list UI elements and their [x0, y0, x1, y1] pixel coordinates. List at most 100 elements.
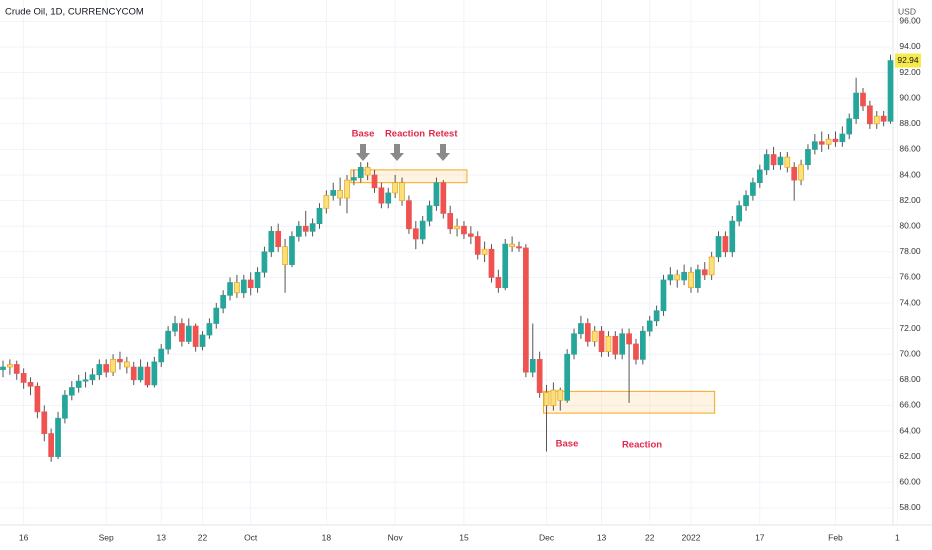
candle-body	[701, 269, 708, 276]
candle-body	[7, 364, 13, 368]
y-tick-label: 64.00	[899, 425, 921, 435]
candle-body	[13, 364, 20, 374]
candle-body	[660, 279, 667, 312]
annotation: Reaction	[622, 440, 662, 451]
candle-body	[426, 205, 433, 222]
candle-body	[330, 190, 337, 196]
candle-body	[137, 366, 144, 381]
annotation: Retest	[428, 129, 458, 140]
x-tick-label: 17	[755, 532, 765, 542]
grid	[0, 0, 898, 525]
candle-body	[619, 333, 626, 355]
candle-body	[832, 138, 839, 143]
candle-body	[0, 366, 6, 370]
candle-body	[633, 343, 639, 360]
candle-body	[467, 233, 474, 237]
candle-body	[825, 138, 832, 145]
candle-body	[454, 225, 460, 230]
y-tick-label: 72.00	[899, 323, 921, 333]
y-tick-label: 58.00	[899, 502, 921, 512]
candle-body	[213, 307, 220, 324]
candle-body	[605, 335, 612, 353]
candle-body	[736, 205, 743, 222]
candle-body	[571, 333, 577, 355]
candle-body	[316, 207, 323, 224]
y-tick-label: 82.00	[899, 195, 921, 205]
y-tick-label: 78.00	[899, 246, 921, 256]
candle-body	[55, 417, 61, 457]
currency-label: USD	[898, 6, 916, 16]
candle-body	[172, 323, 178, 332]
candle-body	[48, 433, 55, 457]
y-tick-label: 86.00	[899, 144, 921, 154]
candle-body	[392, 182, 399, 194]
annotation: Reaction	[385, 129, 425, 140]
candle-body	[234, 282, 240, 294]
candle-body	[268, 230, 275, 253]
candle-body	[743, 195, 749, 207]
y-tick-label: 62.00	[899, 451, 921, 461]
y-tick-label: 68.00	[899, 374, 921, 384]
candle-body	[289, 236, 295, 265]
y-tick-label: 76.00	[899, 272, 921, 282]
candle-body	[502, 243, 509, 289]
y-tick-label: 96.00	[899, 16, 921, 26]
candle-body	[103, 364, 110, 373]
x-tick-label: Sep	[99, 532, 114, 542]
candle-body	[261, 251, 268, 273]
candle-body	[240, 279, 247, 294]
last-price-label: 92.94	[897, 55, 919, 65]
candle-body	[337, 190, 343, 199]
zone	[350, 169, 468, 184]
candle-body	[75, 380, 82, 388]
candles	[0, 54, 894, 462]
candle-body	[295, 225, 302, 237]
candle-body	[626, 333, 632, 345]
candle-body	[688, 271, 694, 289]
candle-body	[351, 177, 357, 181]
candle-body	[110, 358, 116, 373]
candle-body	[461, 225, 467, 235]
candle-body	[715, 236, 722, 258]
x-tick-label: 15	[459, 532, 469, 542]
arrows	[356, 144, 450, 161]
candle-body	[495, 277, 502, 289]
candle-body	[364, 166, 371, 176]
candle-body	[564, 353, 571, 401]
candle-body	[89, 374, 96, 381]
candle-body	[34, 385, 41, 413]
candle-body	[41, 411, 48, 434]
candle-body	[578, 323, 584, 335]
candle-body	[227, 282, 233, 296]
candle-body	[695, 269, 701, 289]
candle-body	[399, 182, 405, 201]
candle-body	[117, 358, 123, 363]
x-tick-label: 13	[157, 532, 167, 542]
candle-body	[385, 192, 392, 204]
candle-body	[130, 366, 137, 381]
candle-body	[68, 387, 75, 396]
axes: 58.00 60.00 62.00 64.00 66.00 68.00 70.00 72.00…	[19, 16, 921, 542]
candle-body	[646, 320, 653, 332]
candle-body	[529, 358, 536, 373]
candle-body	[729, 220, 736, 253]
candle-body	[82, 379, 89, 382]
candle-body	[839, 133, 846, 143]
candle-body	[433, 182, 440, 207]
candle-body	[185, 325, 192, 342]
candle-body	[653, 310, 660, 322]
candle-body	[144, 366, 151, 386]
candle-body	[598, 330, 605, 353]
candle-body	[123, 361, 130, 368]
candle-body	[247, 279, 254, 289]
candle-body	[282, 246, 288, 265]
arrow	[436, 144, 450, 161]
candle-body	[763, 154, 770, 171]
candle-body	[474, 236, 481, 255]
y-tick-label: 66.00	[899, 400, 921, 410]
candle-body	[667, 274, 674, 281]
candle-body	[158, 348, 165, 363]
